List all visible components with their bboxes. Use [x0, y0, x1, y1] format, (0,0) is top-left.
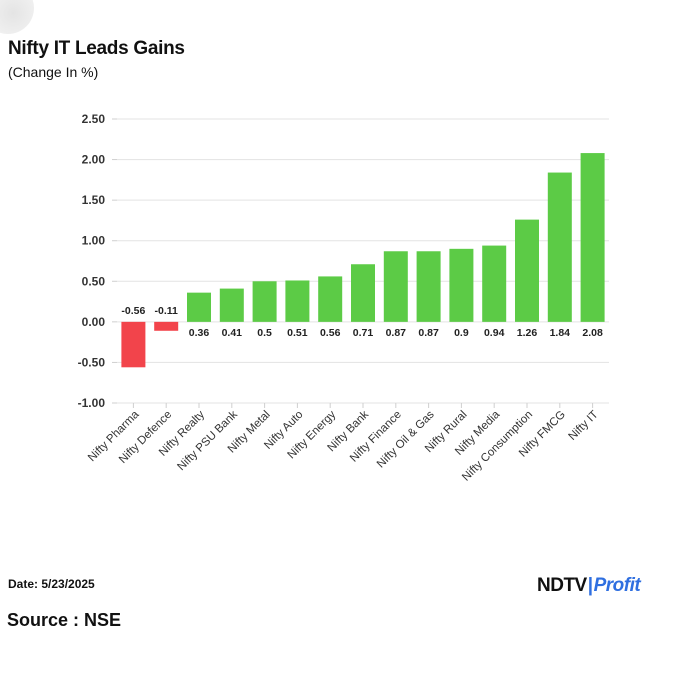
bar [449, 248, 474, 322]
data-label: 0.36 [189, 327, 210, 339]
x-tick-label: Nifty Oil & Gas [375, 408, 437, 470]
data-label: 1.84 [550, 327, 571, 339]
data-label: 0.94 [484, 327, 505, 339]
bar [351, 264, 375, 322]
y-tick-label: 1.50 [82, 193, 106, 207]
bar [383, 251, 408, 322]
chart-title: Nifty IT Leads Gains [8, 38, 185, 59]
bar [416, 251, 441, 322]
data-label: 0.51 [287, 327, 308, 339]
data-label: 2.08 [582, 327, 603, 339]
bar [121, 321, 146, 368]
data-label: 0.41 [222, 327, 243, 339]
data-label: 0.87 [386, 327, 407, 339]
chart-subtitle: (Change In %) [8, 64, 99, 80]
bar [318, 276, 343, 322]
data-label: 1.26 [517, 327, 538, 339]
data-label: -0.11 [155, 305, 179, 317]
data-label: 0.9 [454, 327, 469, 339]
y-tick-label: 2.50 [82, 112, 106, 126]
y-tick-label: 0.50 [82, 274, 106, 288]
y-tick-label: 1.00 [82, 234, 106, 248]
x-tick-label: Nifty IT [566, 409, 600, 443]
bar [154, 321, 179, 331]
bar [219, 288, 244, 322]
corner-decoration [0, 0, 34, 34]
logo-ndtv-text: NDTV [537, 575, 587, 596]
ndtv-profit-logo: NDTV|Profit 10:56 [537, 575, 641, 597]
y-tick-label: -1.00 [78, 396, 106, 410]
bar [547, 172, 572, 322]
date-label: Date: 5/23/2025 [8, 577, 95, 591]
logo-divider: | [587, 575, 593, 596]
bar [515, 219, 539, 322]
data-label: 0.87 [418, 327, 439, 339]
data-label: 0.5 [257, 327, 272, 339]
y-tick-label: 2.00 [82, 153, 106, 167]
data-label: 0.56 [320, 327, 341, 339]
x-tick-label: Nifty PSU Bank [175, 408, 240, 473]
data-label: -0.56 [121, 305, 145, 317]
logo-profit-text: Profit [593, 575, 641, 596]
source-label: Source : NSE [7, 610, 122, 630]
bar [285, 280, 310, 322]
data-label: 0.71 [353, 327, 374, 339]
bar [580, 153, 605, 322]
bar-chart: 2.50 2.00 1.50 1.00 0.50 0.00 -0.50 -1.00 -0.56 N… [78, 112, 609, 484]
y-tick-label: 0.00 [82, 315, 106, 329]
bar [187, 292, 211, 322]
bar [482, 245, 507, 322]
y-tick-label: -0.50 [78, 355, 106, 369]
bar [252, 281, 277, 322]
